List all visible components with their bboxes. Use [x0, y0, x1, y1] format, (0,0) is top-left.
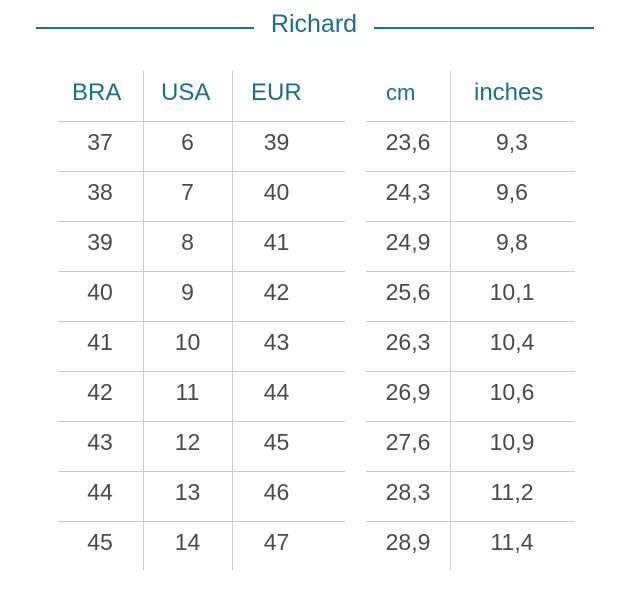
cell-bra: 37 [87, 129, 113, 155]
row-separator-right [366, 421, 575, 422]
row-separator-right [366, 221, 575, 222]
cell-cm: 28,9 [385, 529, 431, 555]
header-inches: inches [474, 79, 544, 106]
column-divider-usa-eur [232, 71, 233, 570]
cell-inches: 9,8 [496, 229, 528, 255]
cell-eur: 45 [263, 429, 290, 455]
cell-cm: 26,3 [385, 329, 431, 355]
cell-bra: 40 [87, 279, 113, 305]
cell-cm: 24,9 [385, 229, 431, 255]
cell-usa: 6 [181, 129, 194, 155]
table-row: 41 10 43 26,3 10,4 [0, 321, 639, 371]
table-row: 44 13 46 28,3 11,2 [0, 471, 639, 521]
cell-cm: 25,6 [385, 279, 431, 305]
table-row: 37 6 39 23,6 9,3 [0, 121, 639, 171]
row-separator-left [58, 371, 345, 372]
cell-usa: 10 [174, 329, 201, 355]
row-separator-right [366, 471, 575, 472]
row-separator-right [366, 371, 575, 372]
row-separator-left [58, 321, 345, 322]
cell-bra: 43 [87, 429, 113, 455]
cell-bra: 44 [87, 479, 113, 505]
header-usa: USA [161, 79, 211, 106]
page-title: Richard [270, 10, 358, 38]
row-separator-left [58, 271, 345, 272]
table-row: 42 11 44 26,9 10,6 [0, 371, 639, 421]
title-rule-left [36, 27, 254, 29]
cell-usa: 7 [181, 179, 194, 205]
cell-eur: 41 [263, 229, 290, 255]
cell-eur: 40 [263, 179, 290, 205]
cell-inches: 11,2 [490, 479, 534, 505]
table-row: 45 14 47 28,9 11,4 [0, 521, 639, 571]
cell-usa: 11 [175, 379, 200, 405]
cell-bra: 41 [87, 329, 113, 355]
row-separator-right [366, 171, 575, 172]
cell-usa: 12 [174, 429, 201, 455]
row-separator-left [58, 421, 345, 422]
cell-inches: 10,6 [489, 379, 535, 405]
cell-inches: 10,9 [489, 429, 535, 455]
cell-inches: 10,1 [489, 279, 535, 305]
cell-inches: 9,6 [496, 179, 528, 205]
cell-usa: 9 [181, 279, 194, 305]
cell-usa: 14 [174, 529, 201, 555]
row-separator-left [58, 471, 345, 472]
cell-eur: 43 [263, 329, 290, 355]
cell-inches: 10,4 [489, 329, 535, 355]
table-row: 43 12 45 27,6 10,9 [0, 421, 639, 471]
row-separator-right [366, 121, 575, 122]
row-separator-right [366, 271, 575, 272]
cell-eur: 44 [263, 379, 290, 405]
row-separator-right [366, 521, 575, 522]
cell-cm: 26,9 [385, 379, 431, 405]
cell-bra: 39 [87, 229, 113, 255]
title-rule-right [374, 27, 594, 29]
cell-usa: 13 [174, 479, 201, 505]
cell-eur: 42 [263, 279, 290, 305]
cell-bra: 42 [87, 379, 113, 405]
cell-inches: 11,4 [490, 529, 534, 555]
cell-cm: 28,3 [385, 479, 431, 505]
column-divider-bra-usa [143, 71, 144, 570]
table-row: 39 8 41 24,9 9,8 [0, 221, 639, 271]
cell-eur: 39 [263, 129, 290, 155]
cell-usa: 8 [181, 229, 194, 255]
cell-cm: 23,6 [385, 129, 431, 155]
cell-bra: 45 [87, 529, 113, 555]
row-separator-left [58, 171, 345, 172]
row-separator-left [58, 121, 345, 122]
cell-cm: 27,6 [385, 429, 431, 455]
row-separator-left [58, 521, 345, 522]
row-separator-left [58, 221, 345, 222]
row-separator-right [366, 321, 575, 322]
cell-inches: 9,3 [496, 129, 528, 155]
column-divider-cm-inches [450, 71, 451, 570]
cell-eur: 46 [263, 479, 290, 505]
cell-eur: 47 [263, 529, 290, 555]
header-bra: BRA [72, 79, 122, 106]
table-row: 38 7 40 24,3 9,6 [0, 171, 639, 221]
header-eur: EUR [251, 79, 302, 106]
cell-cm: 24,3 [385, 179, 431, 205]
cell-bra: 38 [87, 179, 113, 205]
table-row: 40 9 42 25,6 10,1 [0, 271, 639, 321]
header-cm: cm [386, 80, 416, 105]
